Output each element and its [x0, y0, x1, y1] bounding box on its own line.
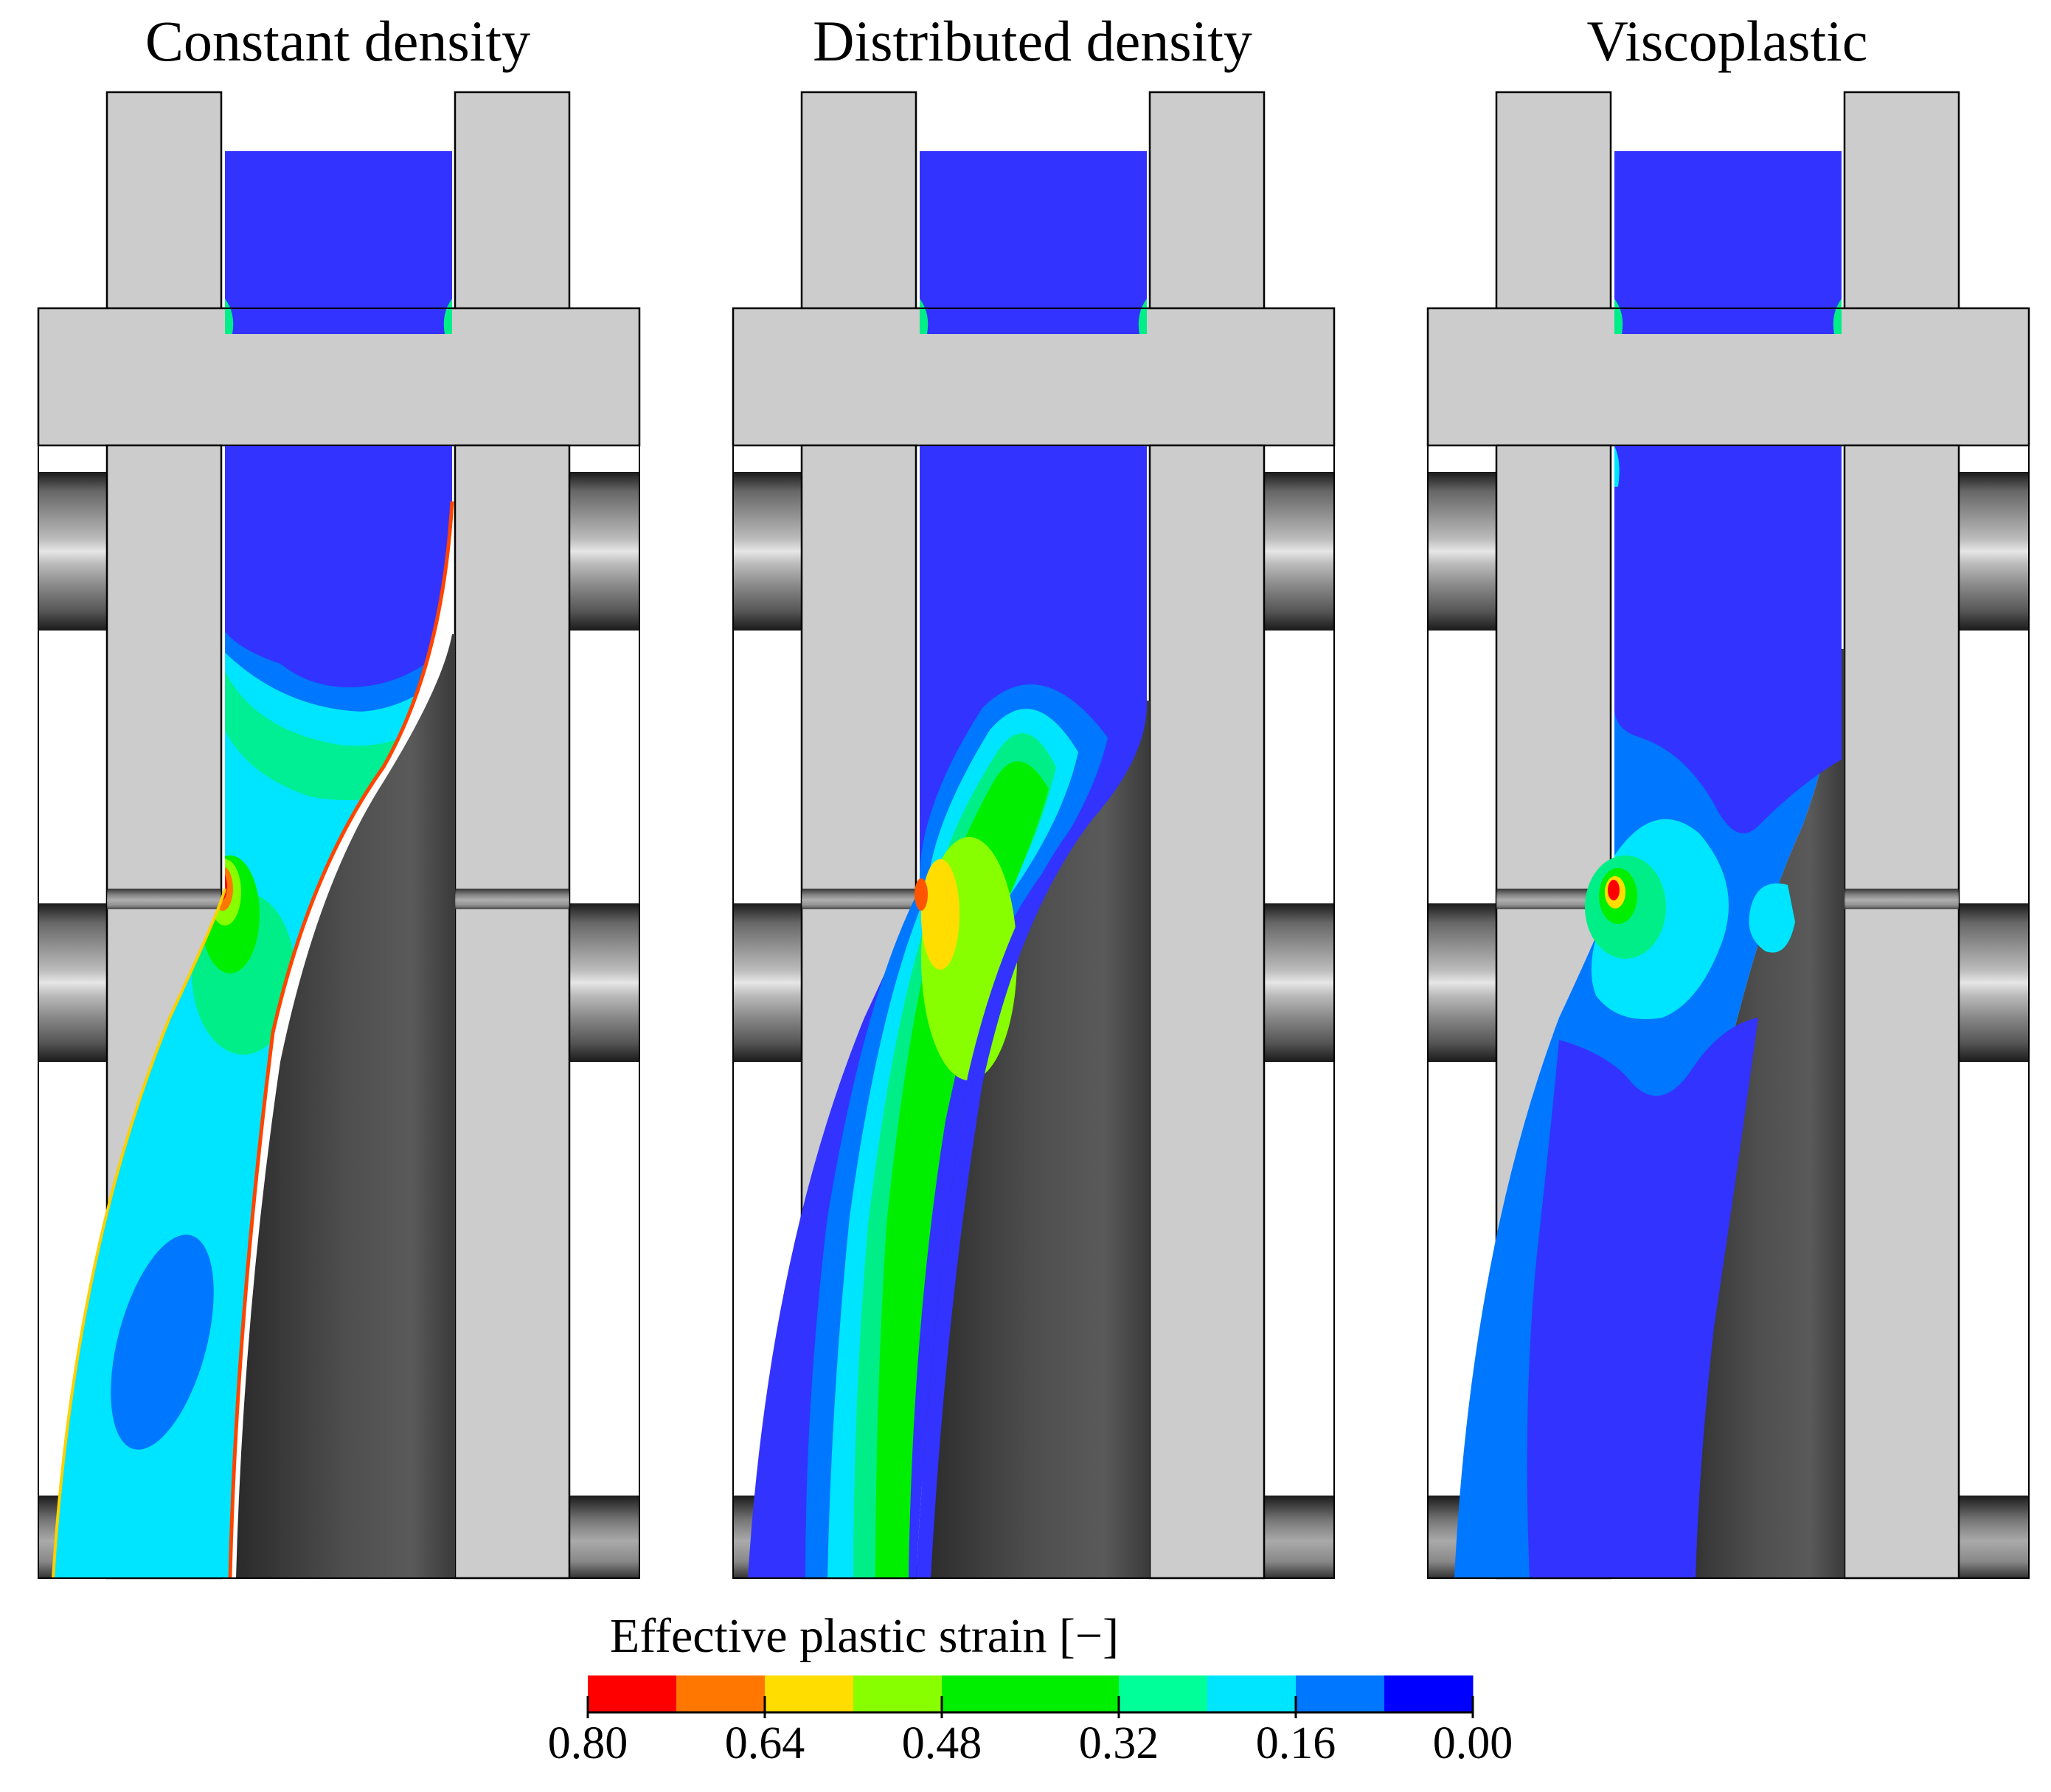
- roller-left-mid: [733, 903, 803, 1062]
- roller-shadow-mid: [455, 889, 569, 909]
- roller-left-top: [1428, 472, 1498, 631]
- legend-ticks: 0.80 0.64 0.48 0.32 0.16 0.00: [548, 1696, 1513, 1768]
- panel-distributed-density: Distributed density: [732, 9, 1336, 1580]
- roller-right-bottom: [1264, 1496, 1334, 1578]
- color-legend: Effective plastic strain [−] 0.80 0.64 0.4…: [548, 1609, 1513, 1768]
- border: [38, 308, 640, 1579]
- legend-swatch: [1384, 1675, 1474, 1712]
- legend-swatch: [1296, 1675, 1385, 1712]
- roller-left-mid: [1428, 903, 1498, 1062]
- roller-right-bottom: [1959, 1496, 2029, 1578]
- legend-swatch: [1119, 1675, 1208, 1712]
- legend-tick-label: 0.80: [548, 1718, 628, 1768]
- panel-title: Viscoplastic: [1587, 9, 1868, 73]
- legend-swatch: [1030, 1675, 1120, 1712]
- legend-title: Effective plastic strain [−]: [610, 1609, 1119, 1663]
- panel-title: Constant density: [145, 9, 530, 73]
- legend-swatch: [853, 1675, 943, 1712]
- legend-tick-label: 0.48: [902, 1718, 982, 1768]
- border: [732, 308, 1335, 1579]
- strain-contours: [748, 151, 1147, 1579]
- legend-tick-label: 0.32: [1079, 1718, 1159, 1768]
- legend-swatch: [588, 1675, 677, 1712]
- legend-tick-label: 0.16: [1256, 1718, 1336, 1768]
- panel-viscoplastic: Viscoplastic: [1426, 9, 2030, 1580]
- roller-right-bottom: [569, 1496, 639, 1578]
- panel-constant-density: Constant density: [37, 9, 641, 1580]
- roller-shadow-mid: [1844, 889, 1959, 909]
- strain-contours: [1454, 151, 1842, 1578]
- panel-title: Distributed density: [813, 9, 1252, 73]
- legend-swatch: [942, 1675, 1031, 1712]
- rod-underside: [920, 701, 1150, 1578]
- die-frame: [37, 91, 641, 1580]
- roller-shadow-mid: [802, 889, 916, 909]
- roller-right-mid: [1959, 903, 2029, 1062]
- roller-right-top: [1959, 472, 2029, 631]
- legend-swatch: [765, 1675, 854, 1712]
- legend-tick-label: 0.00: [1433, 1718, 1513, 1768]
- rod-edge-line: [228, 501, 454, 1579]
- rod-edge-line: [52, 888, 226, 1579]
- roller-right-top: [1264, 472, 1334, 631]
- legend-swatch: [1207, 1675, 1297, 1712]
- rod-underside: [236, 634, 455, 1578]
- roller-right-mid: [1264, 903, 1334, 1062]
- legend-colorbar: [588, 1675, 1474, 1712]
- roller-left-top: [733, 472, 803, 631]
- roller-left-mid: [38, 903, 108, 1062]
- border: [1427, 308, 2030, 1579]
- legend-tick-label: 0.64: [725, 1718, 805, 1768]
- legend-swatch: [676, 1675, 766, 1712]
- roller-shadow-mid: [107, 889, 221, 909]
- roller-right-top: [569, 472, 639, 631]
- rod-underside: [1670, 649, 1844, 1578]
- roller-left-top: [38, 472, 108, 631]
- roller-right-mid: [569, 903, 639, 1062]
